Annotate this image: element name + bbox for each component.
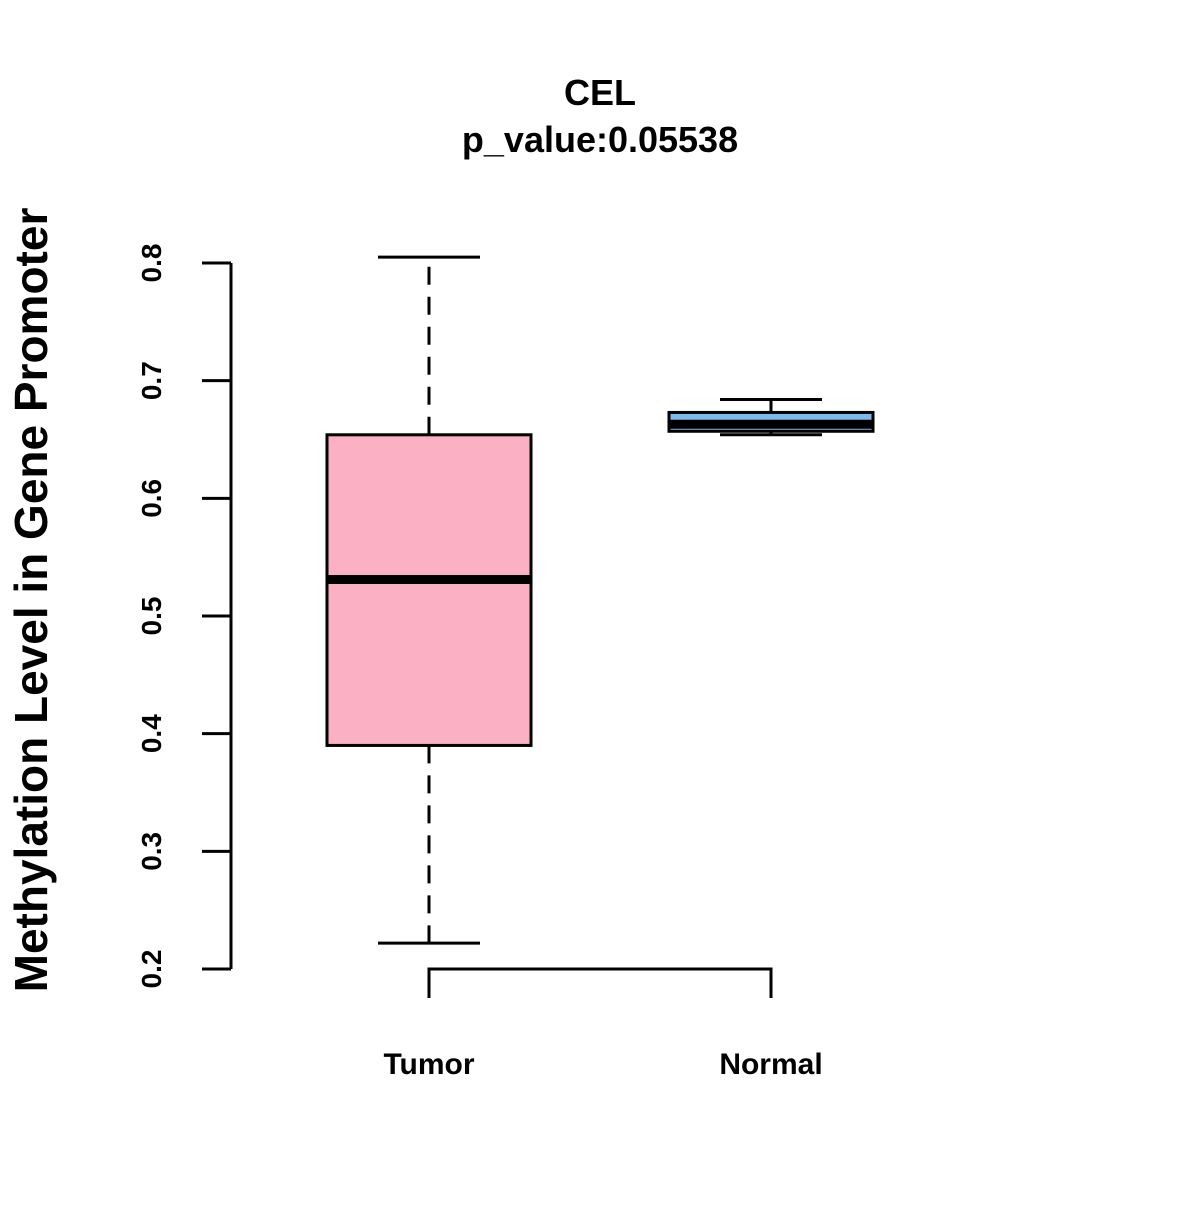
chart-subtitle: p_value:0.05538 — [462, 119, 738, 160]
y-tick-label: 0.7 — [136, 361, 167, 400]
y-tick-label: 0.3 — [136, 832, 167, 871]
y-tick-label: 0.5 — [136, 597, 167, 636]
comparison-bracket-group — [427, 967, 773, 998]
box-normal — [667, 397, 875, 437]
chart-title: CEL — [564, 72, 636, 113]
comparison-bracket — [427, 967, 773, 998]
y-tick-label: 0.8 — [136, 244, 167, 283]
y-tick-label: 0.4 — [136, 714, 167, 753]
x-category-label: Tumor — [383, 1048, 474, 1081]
box-tumor — [325, 255, 533, 945]
boxes-group — [325, 255, 875, 945]
category-labels-group: Tumor Normal — [383, 1048, 822, 1081]
box-body — [325, 433, 533, 747]
y-axis: 0.2 0.3 0.4 0.5 0.6 0.7 0.8 — [136, 244, 233, 989]
x-category-label: Normal — [719, 1048, 822, 1081]
y-axis-label: Methylation Level in Gene Promoter — [5, 208, 57, 993]
y-tick-label: 0.2 — [136, 950, 167, 989]
y-tick-label: 0.6 — [136, 479, 167, 518]
